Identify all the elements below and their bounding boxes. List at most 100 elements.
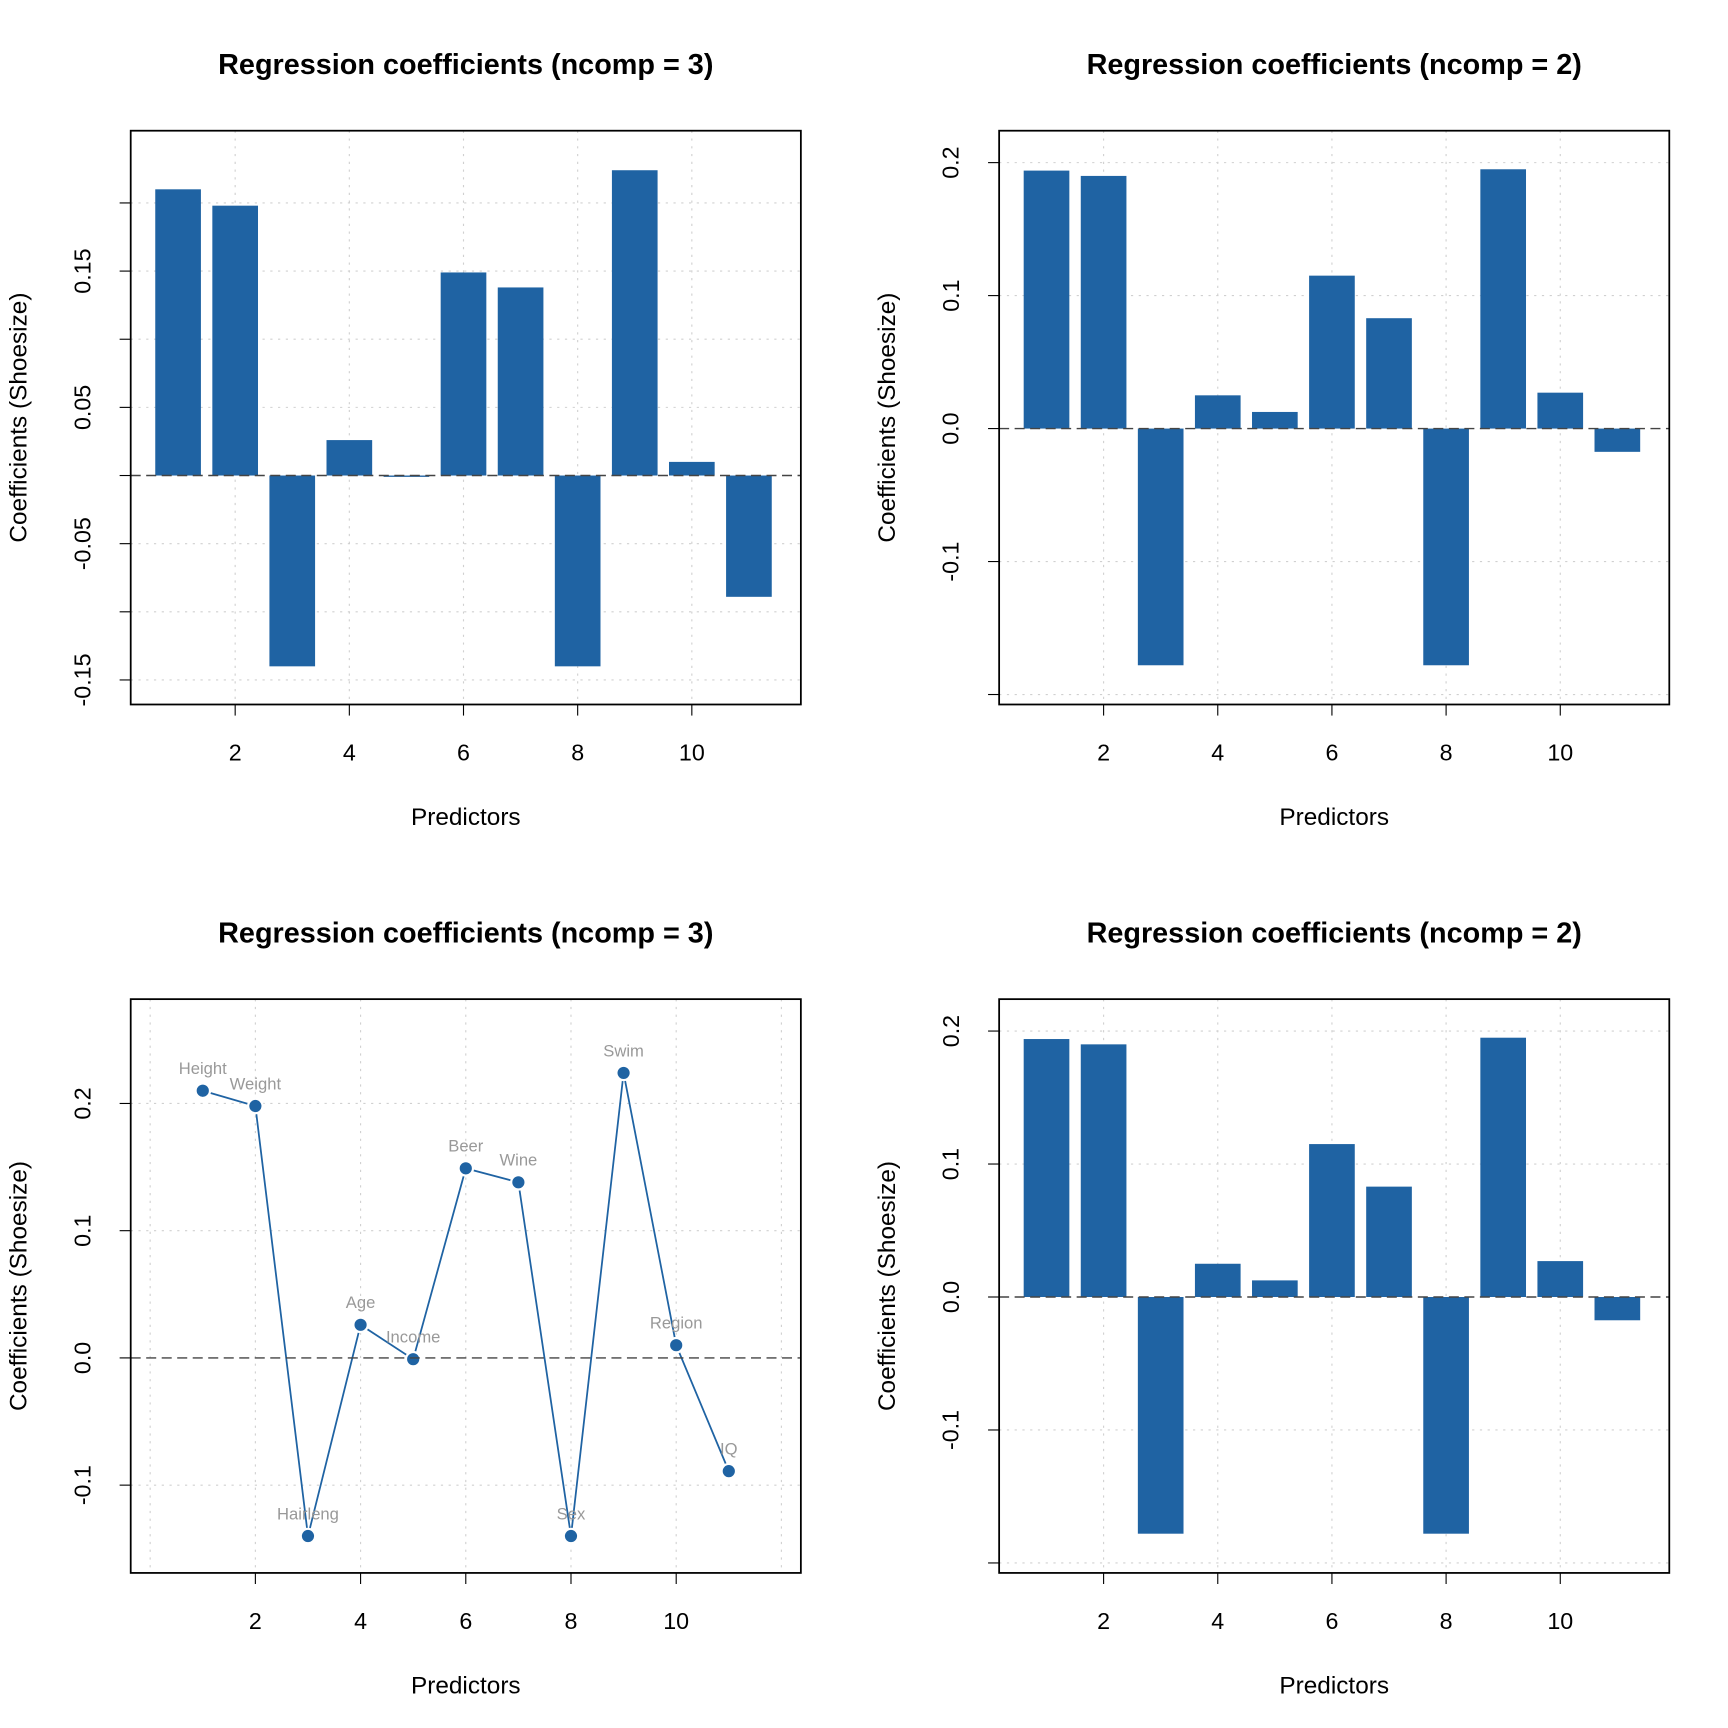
bar xyxy=(1594,1297,1641,1321)
bar xyxy=(1366,1186,1412,1298)
point-label: Height xyxy=(179,1059,227,1078)
y-tick-label: 0.05 xyxy=(69,385,95,430)
x-tick-label: 10 xyxy=(1547,739,1573,765)
bar xyxy=(212,205,259,476)
bar xyxy=(1366,318,1412,429)
bar xyxy=(326,440,373,476)
y-tick-label: 0.0 xyxy=(938,1281,964,1313)
panel-title: Regression coefficients (ncomp = 3) xyxy=(218,918,713,950)
plot-frame xyxy=(129,129,802,706)
y-axis-label: Coefficients (Shoesize) xyxy=(5,293,32,543)
point-label: Age xyxy=(346,1293,376,1312)
bar xyxy=(1537,1261,1584,1298)
bar xyxy=(1194,395,1241,429)
plot-frame xyxy=(129,998,802,1574)
point xyxy=(352,1316,369,1334)
bar xyxy=(1252,411,1298,429)
y-tick-label: 0.0 xyxy=(69,1342,95,1374)
x-tick-label: 4 xyxy=(1211,739,1224,765)
panel-title: Regression coefficients (ncomp = 3) xyxy=(218,49,713,81)
bar xyxy=(1080,1044,1127,1298)
bar xyxy=(440,272,487,476)
y-axis-label: Coefficients (Shoesize) xyxy=(874,1161,901,1411)
x-tick-label: 8 xyxy=(565,1608,578,1634)
bar xyxy=(1480,169,1527,429)
point xyxy=(247,1097,264,1115)
bar xyxy=(554,475,601,667)
point-label: IQ xyxy=(720,1439,738,1458)
panel: Regression coefficients (ncomp = 3) Predi… xyxy=(5,918,802,1699)
panel: Regression coefficients (ncomp = 2) Predi… xyxy=(874,918,1671,1699)
y-axis-label: Coefficients (Shoesize) xyxy=(874,293,901,543)
bar xyxy=(383,475,430,477)
y-tick-label: 0.1 xyxy=(938,1148,964,1180)
point-label: Swim xyxy=(603,1041,644,1060)
bar xyxy=(155,189,201,476)
x-tick-label: 6 xyxy=(1325,739,1338,765)
x-tick-label: 10 xyxy=(679,739,705,765)
point xyxy=(720,1462,738,1480)
x-tick-label: 4 xyxy=(1211,1608,1224,1634)
y-axis-label: Coefficients (Shoesize) xyxy=(5,1161,32,1411)
point xyxy=(457,1160,475,1177)
x-tick-label: 10 xyxy=(663,1608,689,1634)
bar xyxy=(497,287,544,476)
point xyxy=(615,1064,632,1082)
plot-frame xyxy=(998,129,1671,706)
x-axis-label: Predictors xyxy=(411,1672,521,1699)
bar xyxy=(1252,1280,1298,1298)
x-tick-label: 2 xyxy=(1097,1608,1110,1634)
x-tick-label: 10 xyxy=(1547,1608,1573,1634)
x-tick-label: 8 xyxy=(1440,1608,1453,1634)
y-tick-label: -0.05 xyxy=(69,517,95,570)
point xyxy=(404,1350,422,1368)
point xyxy=(194,1082,212,1100)
y-tick-label: 0.15 xyxy=(69,248,95,293)
bar xyxy=(1537,392,1584,429)
point-label: Sex xyxy=(557,1504,586,1523)
plot-frame xyxy=(998,998,1671,1574)
bar xyxy=(611,170,658,476)
y-tick-label: 0.2 xyxy=(69,1087,95,1119)
bar xyxy=(1023,1039,1070,1298)
x-tick-label: 6 xyxy=(457,739,470,765)
bar xyxy=(1423,428,1469,666)
bar xyxy=(668,461,715,476)
y-tick-label: 0.2 xyxy=(938,1015,964,1047)
x-tick-label: 2 xyxy=(229,739,242,765)
panel: Regression coefficients (ncomp = 2) Predi… xyxy=(874,49,1671,831)
point-label: Hairleng xyxy=(277,1504,339,1523)
y-tick-label: -0.15 xyxy=(69,653,95,706)
point-label: Wine xyxy=(499,1151,537,1170)
y-tick-label: -0.1 xyxy=(69,1465,95,1505)
point xyxy=(667,1336,685,1354)
bar xyxy=(1309,1144,1355,1298)
y-tick-label: 0.0 xyxy=(938,412,964,444)
bar xyxy=(1080,175,1127,429)
x-tick-label: 8 xyxy=(571,739,584,765)
bar xyxy=(1309,275,1355,429)
point-label: Income xyxy=(386,1328,440,1347)
x-tick-label: 4 xyxy=(343,739,356,765)
x-axis-label: Predictors xyxy=(411,804,521,831)
x-axis-label: Predictors xyxy=(1279,1672,1389,1699)
x-tick-label: 4 xyxy=(354,1608,367,1634)
y-tick-label: 0.1 xyxy=(938,279,964,311)
bar xyxy=(1423,1297,1469,1534)
y-tick-label: 0.1 xyxy=(69,1215,95,1247)
panel-title: Regression coefficients (ncomp = 2) xyxy=(1087,918,1582,950)
point-label: Region xyxy=(650,1314,703,1333)
x-tick-label: 8 xyxy=(1440,739,1453,765)
bar xyxy=(269,475,316,667)
x-axis-label: Predictors xyxy=(1279,804,1389,831)
point-label: Weight xyxy=(230,1074,282,1093)
y-tick-label: -0.1 xyxy=(938,1410,964,1450)
point xyxy=(562,1527,580,1545)
bar xyxy=(1194,1263,1241,1298)
bar xyxy=(726,475,772,597)
bar xyxy=(1594,428,1641,452)
x-tick-label: 2 xyxy=(249,1608,262,1634)
panel-title: Regression coefficients (ncomp = 2) xyxy=(1087,49,1582,81)
bar xyxy=(1480,1037,1527,1298)
